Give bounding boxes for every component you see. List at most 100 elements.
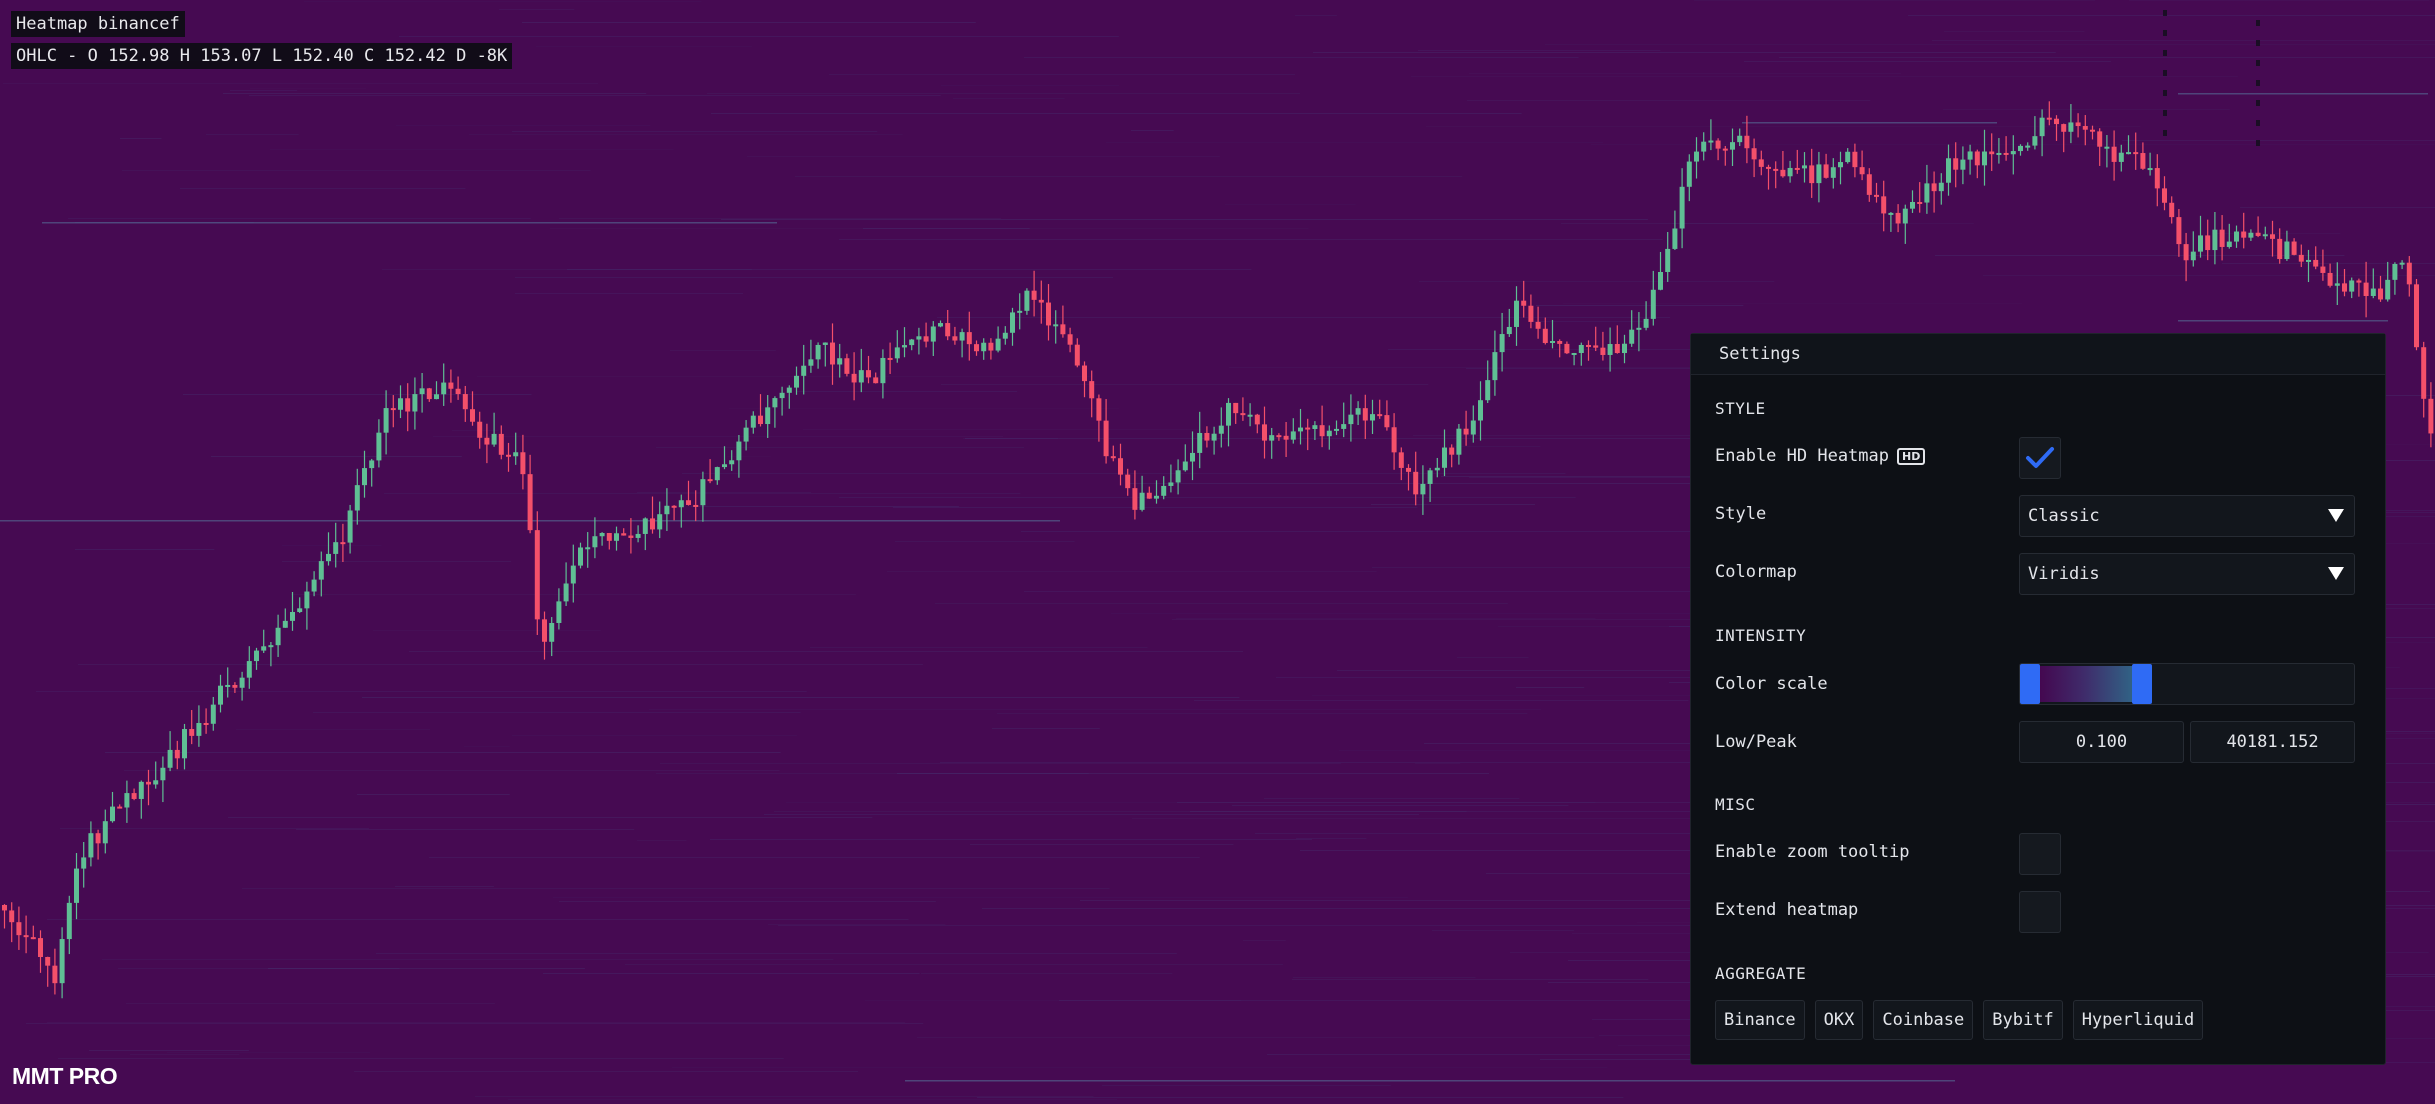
candle-body: [714, 467, 720, 481]
heatmap-streak: [2129, 0, 2430, 1]
candle-body: [2334, 283, 2340, 286]
intensity-section-title: INTENSITY: [1715, 626, 1807, 645]
candle-body: [2399, 262, 2405, 265]
chart-title: Heatmap binancef: [11, 11, 185, 37]
style-select[interactable]: Classic: [2019, 495, 2355, 537]
candle-body: [1334, 428, 1339, 431]
exchange-okx-button[interactable]: OKX: [1814, 1000, 1864, 1040]
candle-body: [2025, 145, 2031, 148]
heatmap-streak: [778, 925, 1715, 926]
heatmap-streak: [1267, 1054, 1837, 1055]
candle-body: [2234, 231, 2239, 242]
candle-body: [405, 398, 411, 412]
candle-body: [1017, 310, 1023, 313]
candle-body: [1910, 201, 1915, 209]
heatmap-streak: [1411, 76, 2238, 77]
zoom-tooltip-checkbox[interactable]: [2019, 833, 2061, 875]
candle-body: [1708, 140, 1714, 143]
candle-body: [1247, 414, 1253, 417]
color-scale-high-handle[interactable]: [2132, 664, 2152, 704]
heatmap-block: [2256, 20, 2260, 26]
heatmap-streak: [839, 497, 1576, 498]
candle-body: [81, 857, 87, 869]
heatmap-streak: [2240, 207, 2435, 208]
candle-body: [570, 565, 576, 584]
candle-body: [585, 547, 591, 550]
color-scale-low-handle[interactable]: [2020, 664, 2040, 704]
exchange-binance-button[interactable]: Binance: [1715, 1000, 1805, 1040]
heatmap-streak: [1190, 811, 1783, 812]
heatmap-streak: [691, 506, 959, 507]
candle-body: [1730, 142, 1735, 150]
ohlc-readout: OHLC - O 152.98 H 153.07 L 152.40 C 152.…: [11, 43, 513, 69]
heatmap-streak: [250, 88, 367, 89]
candle-body: [1398, 452, 1404, 468]
candle-body: [1852, 151, 1858, 168]
candle-body: [592, 536, 598, 548]
style-label: Style: [1715, 504, 1766, 524]
heatmap-streak: [1059, 1000, 1876, 1001]
candle-body: [1586, 344, 1591, 347]
exchange-coinbase-button[interactable]: Coinbase: [1873, 1000, 1974, 1040]
candle-body: [995, 338, 1001, 351]
candle-body: [412, 394, 418, 412]
candle-body: [1226, 402, 1231, 426]
heatmap-streak: [68, 218, 531, 219]
candle-body: [2327, 272, 2333, 286]
candle-body: [1146, 492, 1152, 499]
candle-body: [2018, 145, 2023, 152]
candle-body: [2363, 282, 2369, 296]
extend-heatmap-checkbox[interactable]: [2019, 891, 2061, 933]
heatmap-block: [2256, 120, 2260, 126]
heatmap-streak: [522, 22, 976, 23]
peak-value-input[interactable]: 40181.152: [2190, 721, 2355, 763]
hd-heatmap-checkbox[interactable]: [2019, 437, 2061, 479]
candle-body: [923, 336, 929, 342]
candle-body: [246, 661, 252, 678]
heatmap-level-line: [1742, 122, 1997, 124]
candle-body: [1060, 324, 1066, 335]
candle-body: [376, 432, 382, 461]
heatmap-streak: [682, 473, 1566, 474]
heatmap-streak: [124, 770, 780, 771]
heatmap-streak: [1024, 57, 1579, 58]
candle-body: [1074, 344, 1080, 366]
candle-body: [9, 910, 15, 923]
heatmap-streak: [3, 83, 599, 84]
heatmap-streak: [567, 269, 1252, 270]
candle-body: [52, 965, 58, 984]
candle-body: [1780, 169, 1786, 177]
heatmap-streak: [1943, 109, 2230, 110]
candle-body: [1931, 183, 1937, 192]
heatmap-streak: [1313, 52, 2056, 53]
candle-body: [2003, 152, 2009, 155]
heatmap-streak: [1132, 818, 1791, 819]
low-value-input[interactable]: 0.100: [2019, 721, 2184, 763]
heatmap-streak: [893, 507, 1418, 508]
heatmap-block: [2163, 110, 2167, 116]
candle-body: [556, 601, 562, 623]
colormap-select[interactable]: Viridis: [2019, 553, 2355, 595]
candle-body: [1298, 427, 1303, 432]
candle-body: [1406, 467, 1411, 472]
candle-body: [1010, 312, 1015, 333]
candle-body: [621, 533, 627, 536]
heatmap-streak: [1295, 15, 1337, 16]
heatmap-streak: [803, 429, 1202, 430]
exchange-bybitf-button[interactable]: Bybitf: [1983, 1000, 2063, 1040]
exchange-hyperliquid-button[interactable]: Hyperliquid: [2072, 1000, 2204, 1040]
candle-body: [66, 902, 72, 940]
candle-body: [844, 358, 850, 374]
candle-body: [642, 518, 648, 534]
candle-body: [23, 935, 29, 938]
heatmap-streak: [670, 350, 776, 351]
candle-body: [1175, 470, 1181, 483]
candle-body: [628, 535, 634, 538]
heatmap-streak: [917, 1037, 1595, 1038]
color-scale-slider[interactable]: [2019, 663, 2355, 705]
heatmap-streak: [249, 95, 941, 96]
candle-body: [1449, 447, 1455, 455]
candle-body: [470, 409, 475, 422]
settings-header[interactable]: Settings: [1691, 334, 2385, 375]
candle-body: [1413, 471, 1419, 495]
